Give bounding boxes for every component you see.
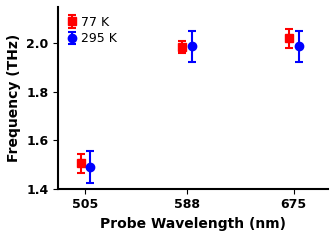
Y-axis label: Frequency (THz): Frequency (THz): [7, 34, 21, 162]
X-axis label: Probe Wavelength (nm): Probe Wavelength (nm): [100, 217, 286, 231]
Legend: 77 K, 295 K: 77 K, 295 K: [62, 11, 122, 50]
